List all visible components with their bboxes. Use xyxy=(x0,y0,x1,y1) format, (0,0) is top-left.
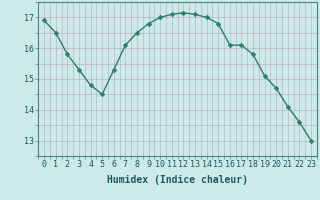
X-axis label: Humidex (Indice chaleur): Humidex (Indice chaleur) xyxy=(107,175,248,185)
